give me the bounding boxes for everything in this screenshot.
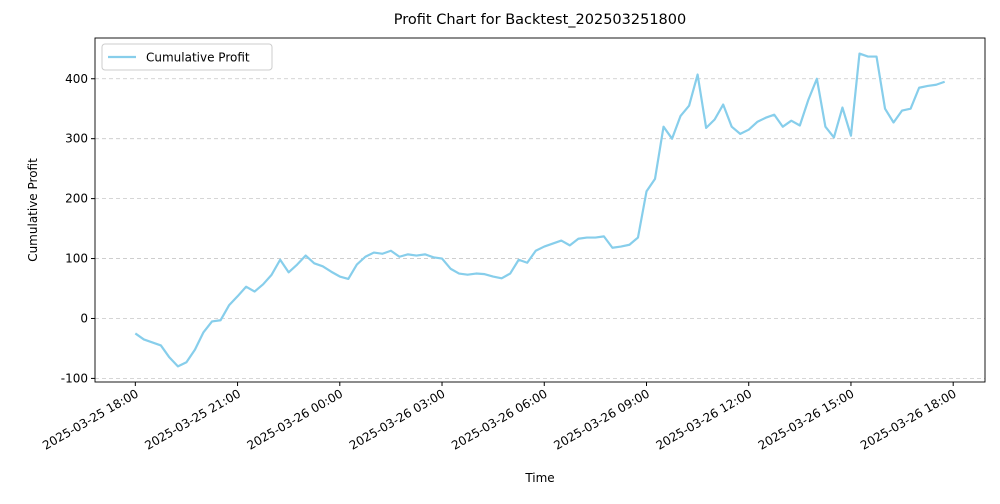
- chart-title: Profit Chart for Backtest_202503251800: [394, 12, 686, 28]
- y-tick-label: 400: [65, 72, 88, 86]
- x-axis-label: Time: [524, 471, 554, 485]
- data-line: [134, 52, 946, 368]
- y-tick-label: -100: [61, 371, 88, 385]
- legend-label: Cumulative Profit: [146, 51, 250, 65]
- y-axis-label: Cumulative Profit: [26, 158, 40, 262]
- y-tick-label: 300: [65, 132, 88, 146]
- y-tick-label: 200: [65, 192, 88, 206]
- plot-frame: [94, 37, 986, 383]
- y-tick-label: 100: [65, 252, 88, 266]
- legend: Cumulative Profit: [101, 43, 273, 71]
- legend-box: [101, 43, 273, 71]
- y-tick-label: 0: [80, 311, 88, 325]
